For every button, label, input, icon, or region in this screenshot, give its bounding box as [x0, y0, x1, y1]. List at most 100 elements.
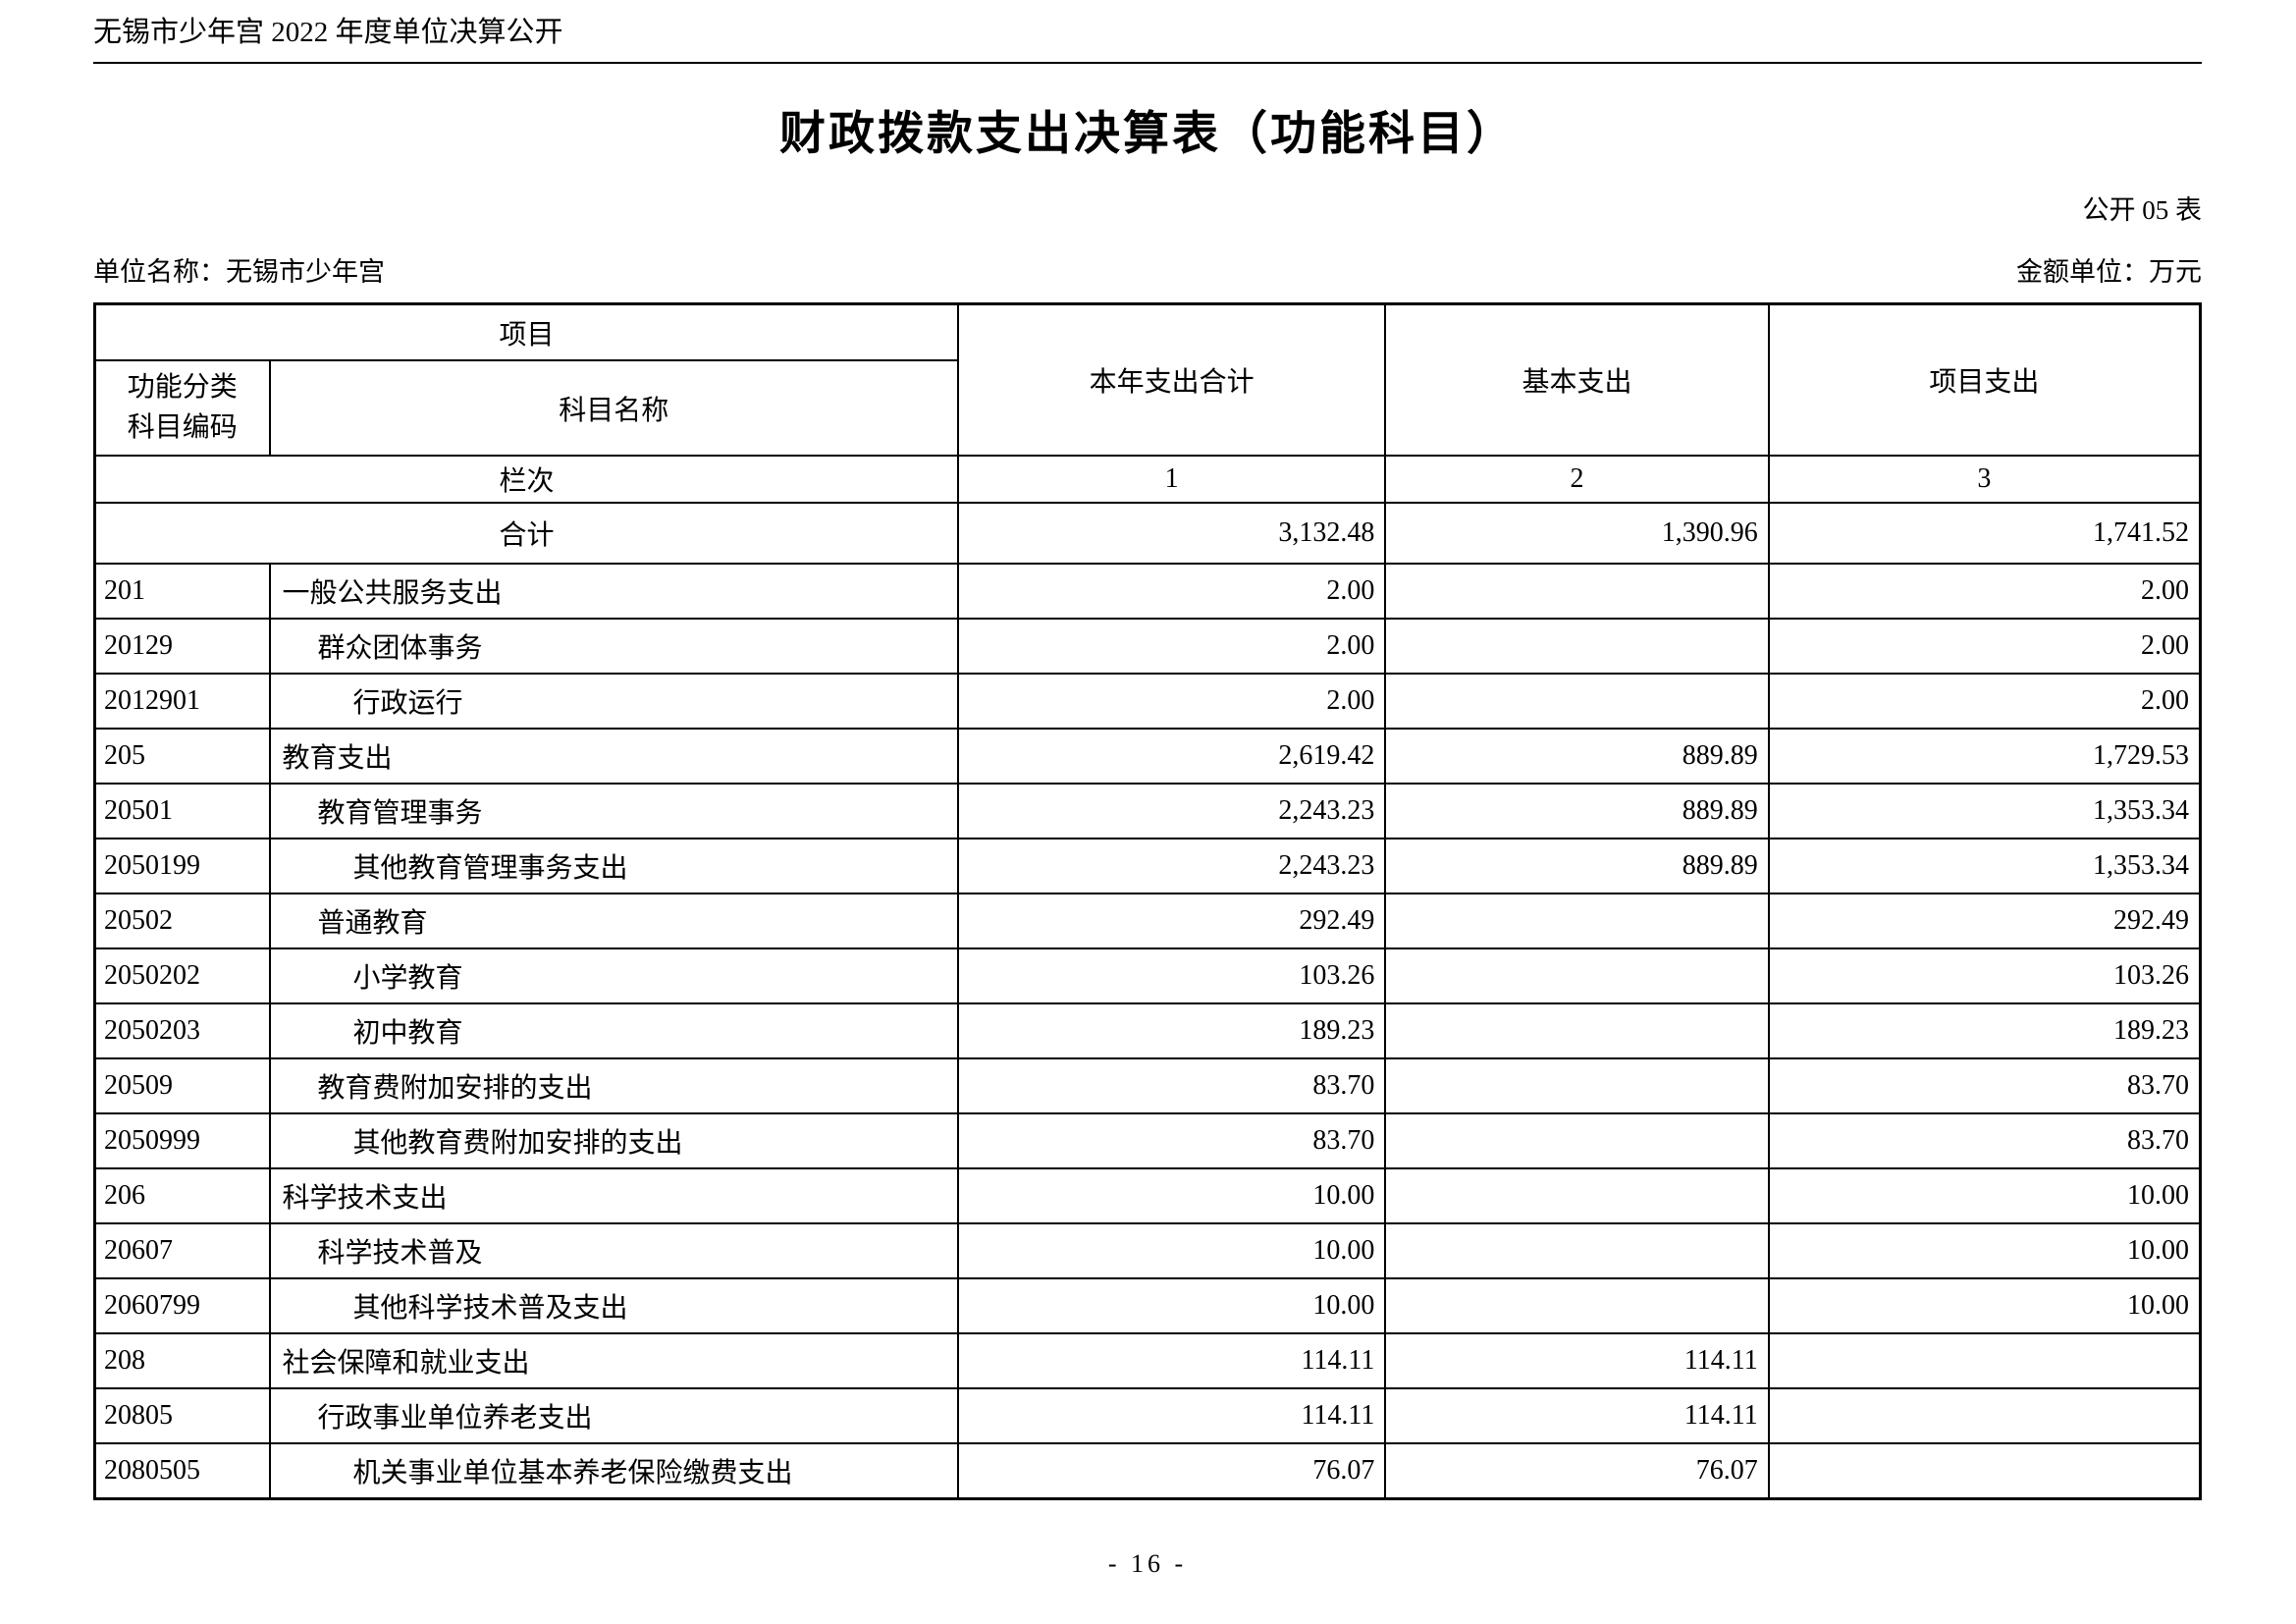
grand-total-label: 合计: [93, 502, 959, 566]
column-number-3: 3: [1767, 455, 2202, 505]
basic-amount-cell: 114.11: [1384, 1387, 1770, 1445]
project-amount-cell: 1,353.34: [1767, 838, 2202, 895]
code-cell: 2060799: [93, 1277, 271, 1335]
code-cell: 206: [93, 1167, 271, 1225]
table-row: 205 教育支出 2,619.42 889.89 1,729.53: [93, 728, 2202, 785]
table-meta-row: 单位名称：无锡市少年宫 金额单位：万元: [93, 250, 2202, 289]
table-tag: 公开 05 表: [2082, 194, 2203, 225]
table-header-row-sub: 功能分类 科目编码 科目名称: [93, 359, 2201, 458]
page-number: - 16 -: [1107, 1548, 1188, 1578]
project-column-header: 项目支出: [1767, 302, 2202, 458]
basic-amount-cell: [1384, 1277, 1770, 1335]
basic-amount-cell: [1384, 1002, 1770, 1060]
project-amount-cell: 83.70: [1767, 1112, 2202, 1170]
subject-name-cell: 机关事业单位基本养老保险缴费支出: [268, 1442, 959, 1500]
subject-name-cell: 教育费附加安排的支出: [268, 1057, 959, 1115]
fiscal-expenditure-table: 项目 本年支出合计 基本支出 项目支出 功能分类 科目编码 科目名称 栏次 1 …: [93, 301, 2202, 1500]
code-cell: 20501: [93, 783, 271, 840]
project-amount-cell: [1767, 1332, 2202, 1390]
basic-amount-cell: 889.89: [1384, 838, 1770, 895]
basic-amount-cell: [1384, 1057, 1770, 1115]
code-cell: 201: [93, 563, 271, 621]
table-row: 20129 群众团体事务 2.00 2.00: [93, 618, 2202, 676]
total-amount-cell: 83.70: [956, 1057, 1387, 1115]
project-amount-cell: 2.00: [1767, 563, 2202, 621]
subject-name-cell: 其他科学技术普及支出: [268, 1277, 959, 1335]
grand-total-project: 1,741.52: [1767, 502, 2202, 566]
total-amount-cell: 76.07: [956, 1442, 1387, 1500]
unit-name-label: 单位名称：无锡市少年宫: [93, 256, 385, 287]
subject-name-cell: 行政事业单位养老支出: [268, 1387, 959, 1445]
table-row: 2050202 小学教育 103.26 103.26: [93, 947, 2202, 1005]
code-cell: 2050999: [93, 1112, 271, 1170]
function-code-header: 功能分类 科目编码: [93, 359, 271, 458]
subject-name-cell: 教育管理事务: [268, 783, 959, 840]
project-amount-cell: 2.00: [1767, 618, 2202, 676]
total-amount-cell: 292.49: [956, 893, 1387, 950]
total-amount-cell: 10.00: [956, 1277, 1387, 1335]
code-cell: 20509: [93, 1057, 271, 1115]
table-row: 201 一般公共服务支出 2.00 2.00: [93, 563, 2202, 621]
subject-name-cell: 其他教育管理事务支出: [268, 838, 959, 895]
table-row: 2080505 机关事业单位基本养老保险缴费支出 76.07 76.07: [93, 1442, 2202, 1500]
table-row: 20501 教育管理事务 2,243.23 889.89 1,353.34: [93, 783, 2202, 840]
table-row: 2012901 行政运行 2.00 2.00: [93, 673, 2202, 731]
subject-name-cell: 小学教育: [268, 947, 959, 1005]
basic-amount-cell: 889.89: [1384, 783, 1770, 840]
project-amount-cell: 189.23: [1767, 1002, 2202, 1060]
project-amount-cell: [1767, 1442, 2202, 1500]
subject-name-cell: 其他教育费附加安排的支出: [268, 1112, 959, 1170]
page-title: 财政拨款支出决算表（功能科目）: [779, 108, 1516, 160]
project-amount-cell: 10.00: [1767, 1277, 2202, 1335]
total-amount-cell: 2.00: [956, 673, 1387, 731]
subject-name-cell: 社会保障和就业支出: [268, 1332, 959, 1390]
total-amount-cell: 2,619.42: [956, 728, 1387, 785]
basic-amount-cell: 889.89: [1384, 728, 1770, 785]
table-row: 20805 行政事业单位养老支出 114.11 114.11: [93, 1387, 2202, 1445]
code-cell: 20129: [93, 618, 271, 676]
table-row: 20607 科学技术普及 10.00 10.00: [93, 1222, 2202, 1280]
basic-amount-cell: [1384, 893, 1770, 950]
code-cell: 2050202: [93, 947, 271, 1005]
subject-name-cell: 群众团体事务: [268, 618, 959, 676]
project-amount-cell: 10.00: [1767, 1222, 2202, 1280]
code-cell: 20502: [93, 893, 271, 950]
code-cell: 20805: [93, 1387, 271, 1445]
project-amount-cell: 2.00: [1767, 673, 2202, 731]
code-cell: 205: [93, 728, 271, 785]
table-header-row-lanci: 栏次 1 2 3: [93, 455, 2202, 505]
column-number-1: 1: [956, 455, 1387, 505]
project-amount-cell: 1,729.53: [1767, 728, 2202, 785]
basic-amount-cell: [1384, 1222, 1770, 1280]
table-row: 2050199 其他教育管理事务支出 2,243.23 889.89 1,353…: [93, 838, 2202, 895]
project-amount-cell: 292.49: [1767, 893, 2202, 950]
table-row: 206 科学技术支出 10.00 10.00: [93, 1167, 2202, 1225]
subject-name-header: 科目名称: [268, 359, 959, 458]
project-amount-cell: [1767, 1387, 2202, 1445]
subject-name-cell: 初中教育: [268, 1002, 959, 1060]
total-amount-cell: 10.00: [956, 1167, 1387, 1225]
total-amount-cell: 2.00: [956, 618, 1387, 676]
total-amount-cell: 114.11: [956, 1387, 1387, 1445]
code-cell: 2050199: [93, 838, 271, 895]
project-amount-cell: 10.00: [1767, 1167, 2202, 1225]
basic-amount-cell: 114.11: [1384, 1332, 1770, 1390]
basic-amount-cell: [1384, 563, 1770, 621]
table-row: 20502 普通教育 292.49 292.49: [93, 893, 2202, 950]
subject-name-cell: 科学技术支出: [268, 1167, 959, 1225]
total-amount-cell: 10.00: [956, 1222, 1387, 1280]
code-cell: 20607: [93, 1222, 271, 1280]
total-amount-cell: 2,243.23: [956, 783, 1387, 840]
grand-total-basic: 1,390.96: [1384, 502, 1770, 566]
total-amount-cell: 114.11: [956, 1332, 1387, 1390]
basic-amount-cell: [1384, 673, 1770, 731]
basic-amount-cell: 76.07: [1384, 1442, 1770, 1500]
table-row: 208 社会保障和就业支出 114.11 114.11: [93, 1332, 2202, 1390]
subject-name-cell: 行政运行: [268, 673, 959, 731]
code-cell: 2012901: [93, 673, 271, 731]
subject-name-cell: 普通教育: [268, 893, 959, 950]
total-amount-cell: 83.70: [956, 1112, 1387, 1170]
project-amount-cell: 1,353.34: [1767, 783, 2202, 840]
subject-name-cell: 教育支出: [268, 728, 959, 785]
